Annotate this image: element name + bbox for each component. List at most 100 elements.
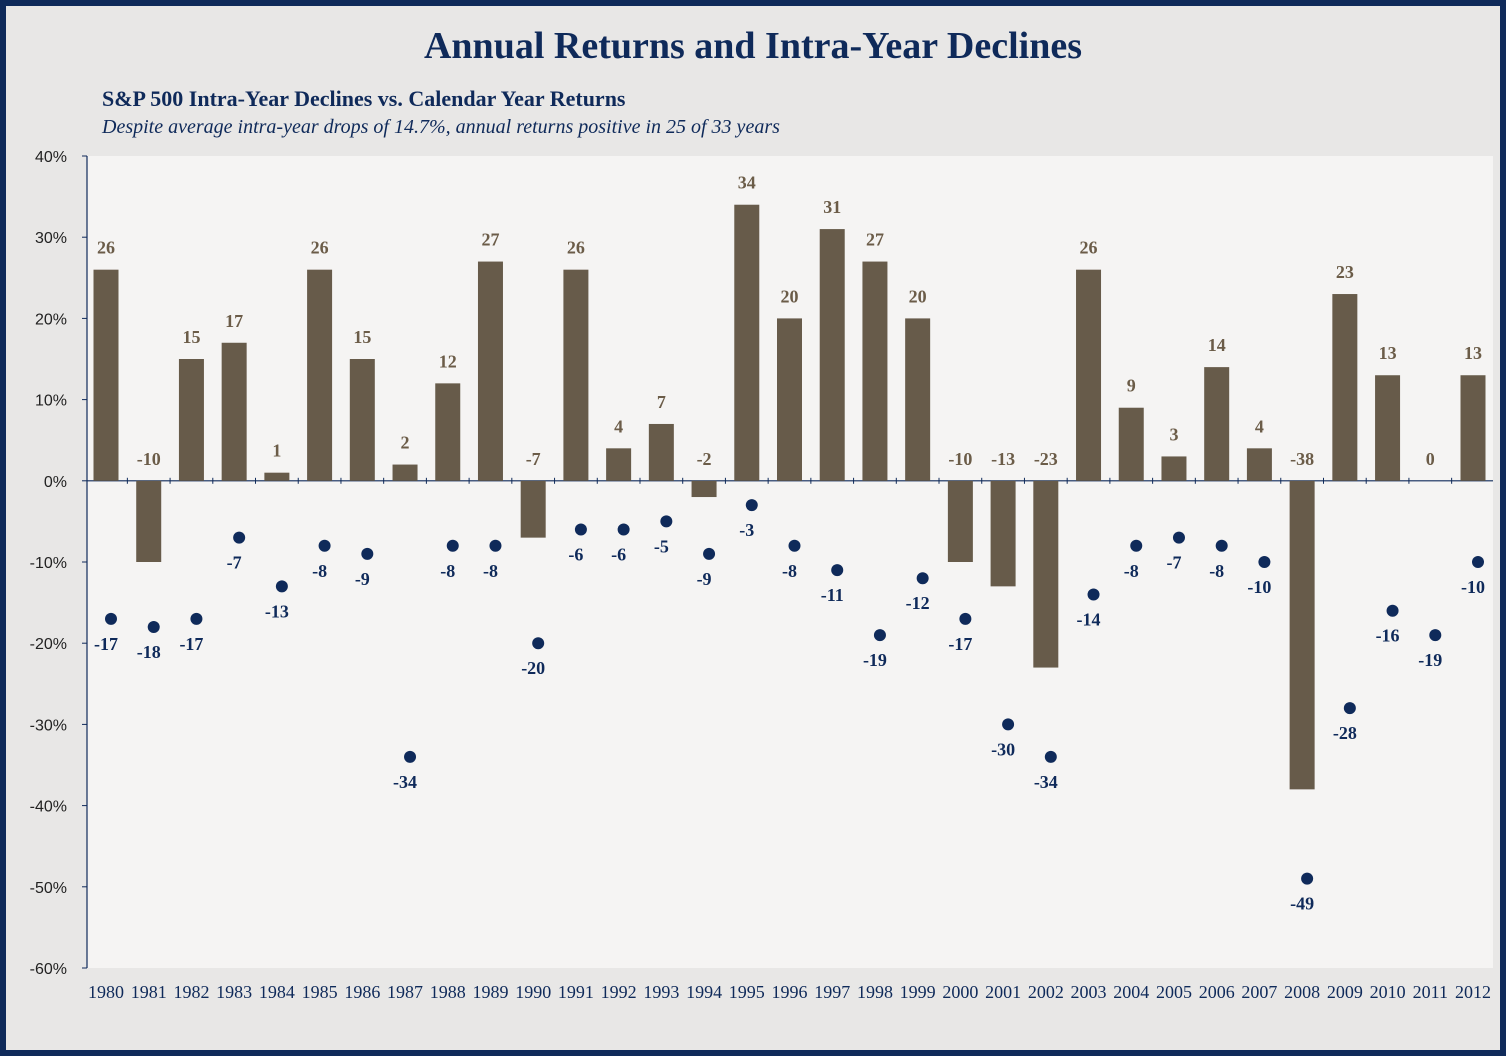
decline-value-label: -18 [137, 642, 161, 662]
decline-value-label: -8 [1209, 561, 1224, 581]
bar [905, 318, 931, 481]
decline-dot [831, 564, 844, 577]
chart-svg: 40%30%20%10%0%-10%-20%-30%-40%-50%-60%19… [30, 149, 1493, 1002]
bar-value-label: -10 [137, 449, 161, 469]
x-tick-label: 2001 [985, 982, 1021, 1002]
x-tick-label: 1980 [88, 982, 124, 1002]
x-tick-label: 2000 [942, 982, 978, 1002]
bar-value-label: 0 [1426, 449, 1435, 469]
decline-dot [532, 637, 545, 650]
x-tick-label: 1999 [900, 982, 936, 1002]
bar-value-label: 3 [1169, 424, 1178, 444]
bar-value-label: 26 [1080, 238, 1098, 258]
y-tick-label: -30% [30, 717, 67, 734]
bar [1204, 367, 1230, 481]
decline-dot [1386, 604, 1399, 617]
decline-dot [1472, 556, 1484, 568]
y-tick-label: 20% [35, 311, 67, 328]
decline-dot [1130, 539, 1143, 552]
decline-value-label: -17 [179, 634, 203, 654]
x-tick-label: 2003 [1071, 982, 1107, 1002]
bar [1161, 456, 1187, 481]
bar [777, 318, 802, 481]
decline-dot [1301, 872, 1314, 885]
bar [392, 464, 418, 481]
decline-value-label: -34 [393, 772, 417, 792]
decline-value-label: -8 [1124, 561, 1139, 581]
decline-value-label: -12 [906, 593, 930, 613]
decline-dot [703, 547, 716, 560]
decline-value-label: -16 [1376, 626, 1400, 646]
bar [1289, 480, 1315, 790]
bar [1332, 294, 1358, 481]
bar-value-label: 13 [1379, 343, 1397, 363]
x-tick-label: 1986 [344, 982, 380, 1002]
bar [520, 480, 546, 538]
bar [136, 480, 162, 562]
bar-value-label: 2 [401, 433, 410, 453]
x-tick-label: 1987 [387, 982, 423, 1002]
decline-value-label: -10 [1461, 577, 1485, 597]
bar [691, 480, 717, 498]
bar [990, 480, 1016, 587]
x-tick-label: 2004 [1113, 982, 1149, 1002]
bar-value-label: 15 [182, 327, 200, 347]
decline-dot [275, 580, 288, 593]
bar [1375, 375, 1401, 481]
decline-dot [1215, 539, 1228, 552]
decline-value-label: -9 [697, 569, 712, 589]
decline-value-label: -10 [1247, 577, 1271, 597]
bar-value-label: 4 [614, 416, 623, 436]
bar [606, 448, 632, 481]
decline-dot [916, 572, 929, 585]
bar-value-label: 31 [823, 197, 841, 217]
bar-value-label: 4 [1255, 416, 1264, 436]
x-tick-label: 2012 [1455, 982, 1491, 1002]
x-tick-label: 1996 [772, 982, 808, 1002]
bars [93, 204, 1486, 790]
bar [947, 480, 973, 562]
chart-title: Annual Returns and Intra-Year Declines [423, 25, 1082, 67]
bar-value-label: -23 [1034, 449, 1058, 469]
bar [221, 342, 247, 481]
bar [862, 261, 888, 481]
chart-subtitle: S&P 500 Intra-Year Declines vs. Calendar… [102, 86, 626, 111]
decline-dot [147, 620, 160, 633]
x-tick-label: 2010 [1370, 982, 1406, 1002]
bar [1076, 269, 1102, 481]
decline-dot [1172, 531, 1185, 544]
labels: 26-1015171261521227-72647-23420312720-10… [94, 173, 1485, 914]
decline-dot [574, 523, 587, 536]
x-tick-label: 1990 [515, 982, 551, 1002]
y-tick-label: 30% [35, 230, 67, 247]
decline-value-label: -49 [1290, 894, 1314, 914]
bar-value-label: -2 [697, 449, 712, 469]
y-tick-label: 40% [35, 149, 67, 166]
bar-value-label: -10 [948, 449, 972, 469]
x-tick-label: 1993 [643, 982, 679, 1002]
decline-dot [1044, 750, 1057, 763]
x-tick-label: 1988 [430, 982, 466, 1002]
x-tick-label: 2009 [1327, 982, 1363, 1002]
bar-value-label: 26 [311, 238, 329, 258]
decline-dot [233, 531, 246, 544]
bar [1460, 375, 1486, 481]
decline-dot [745, 499, 758, 512]
decline-value-label: -8 [782, 561, 797, 581]
bar-value-label: 1 [272, 441, 281, 461]
bar-value-label: 27 [481, 230, 499, 250]
decline-dot [788, 539, 801, 552]
decline-value-label: -6 [611, 545, 626, 565]
x-tick-label: 1998 [857, 982, 893, 1002]
bar [819, 229, 845, 481]
decline-dot [1429, 629, 1442, 642]
y-tick-label: 10% [35, 393, 67, 410]
bar [307, 269, 333, 481]
bar-value-label: 23 [1336, 262, 1354, 282]
bar-value-label: -13 [991, 449, 1015, 469]
decline-value-label: -20 [521, 658, 545, 678]
bar-value-label: 20 [909, 286, 927, 306]
decline-value-label: -5 [654, 536, 669, 556]
x-tick-label: 1991 [558, 982, 594, 1002]
bar-value-label: 27 [866, 230, 884, 250]
